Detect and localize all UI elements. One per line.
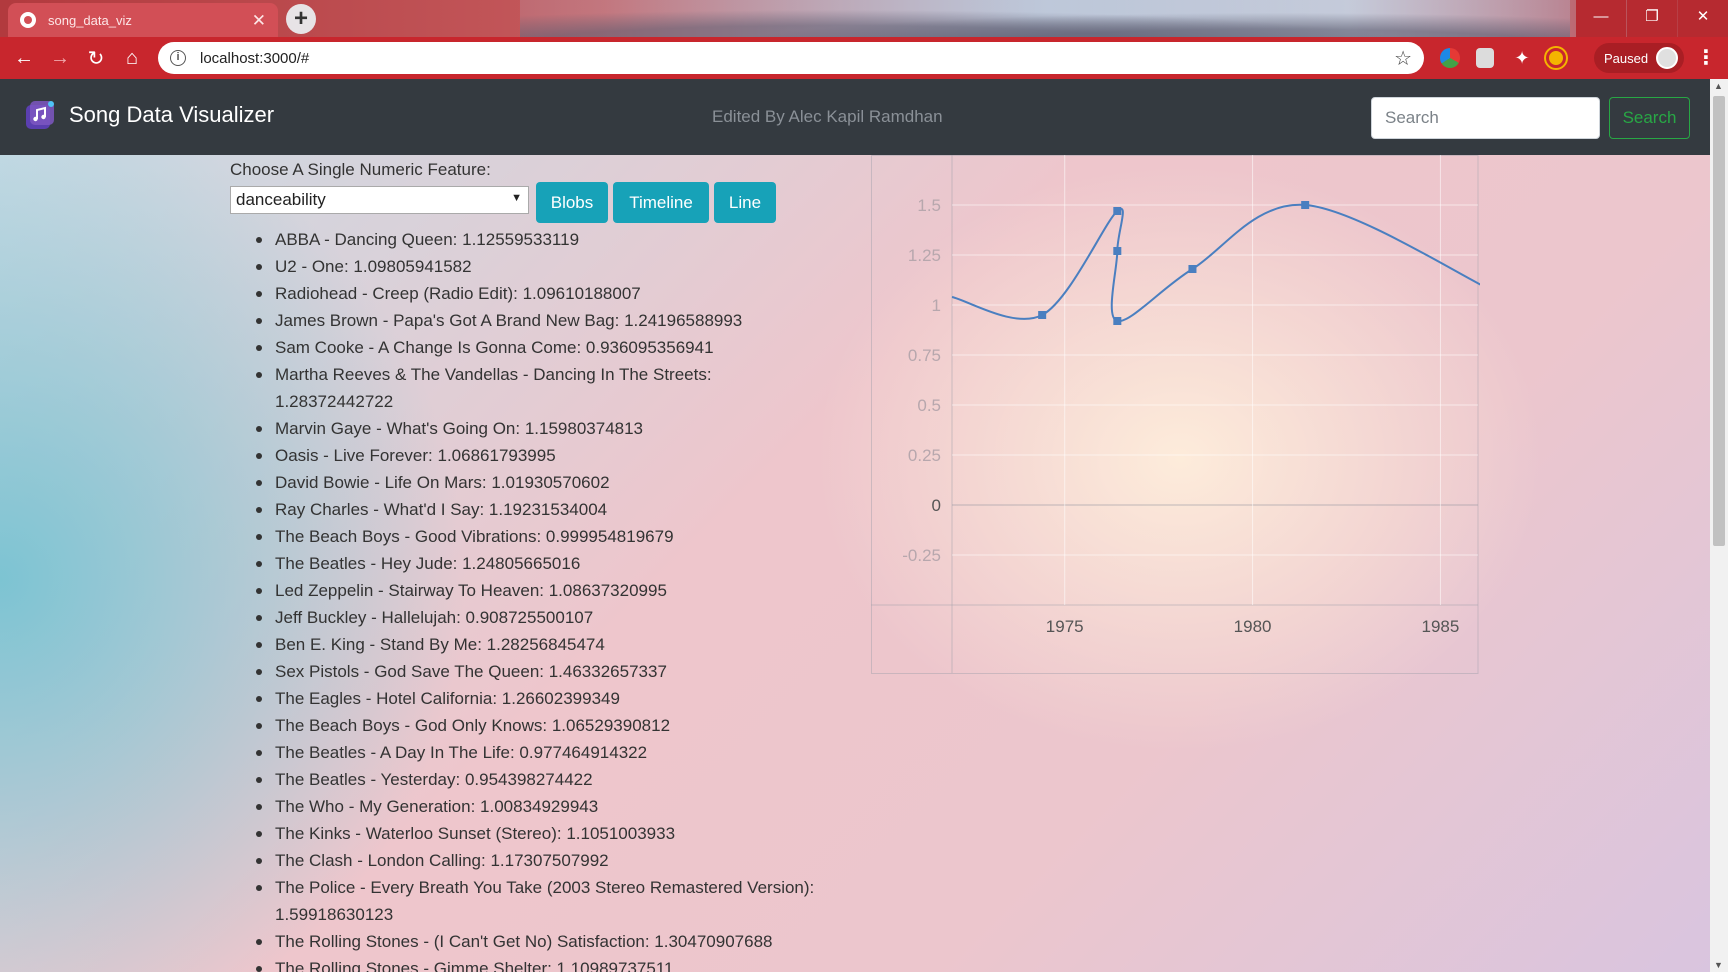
song-list-item: The Eagles - Hotel California: 1.2660239…: [230, 685, 830, 712]
song-list-item: U2 - One: 1.09805941582: [230, 253, 830, 280]
browser-toolbar: ← → ↻ ⌂ i localhost:3000/# ☆ ✦ Paused ⋮: [0, 37, 1728, 79]
new-tab-button[interactable]: +: [286, 4, 316, 34]
series-line: [951, 203, 1494, 323]
profile-button[interactable]: Paused: [1594, 43, 1684, 73]
search-input[interactable]: [1371, 97, 1600, 139]
line-button[interactable]: Line: [714, 182, 776, 223]
author-credit: Edited By Alec Kapil Ramdhan: [712, 107, 943, 126]
tabstrip-background: [520, 0, 1570, 37]
back-arrow-icon[interactable]: ←: [14, 46, 34, 69]
song-list-item: Ben E. King - Stand By Me: 1.28256845474: [230, 631, 830, 658]
x-tick-label: 1980: [1234, 617, 1272, 636]
song-list-item: The Rolling Stones - (I Can't Get No) Sa…: [230, 928, 830, 955]
data-point: [1038, 311, 1047, 319]
scrollbar-thumb[interactable]: [1713, 96, 1725, 546]
tab-title: song_data_viz: [48, 12, 132, 28]
bookmark-star-icon[interactable]: ☆: [1394, 47, 1412, 70]
line-chart: 1.5 1.25 1 0.75 0.5 0.25 0 -0.25 1975 1980 1985: [871, 155, 1494, 675]
song-list-item: Jeff Buckley - Hallelujah: 0.90872550010…: [230, 604, 830, 631]
feature-label: Choose A Single Numeric Feature:: [230, 160, 491, 179]
song-list-item: Marvin Gaye - What's Going On: 1.1598037…: [230, 415, 830, 442]
feature-select-value: danceability: [236, 190, 326, 209]
dropdown-caret-icon: ▼: [511, 192, 522, 204]
feature-select[interactable]: danceability ▼: [230, 186, 529, 214]
y-tick-label: 0.5: [917, 396, 941, 415]
x-tick-label: 1985: [1422, 617, 1460, 636]
song-list-item: David Bowie - Life On Mars: 1.0193057060…: [230, 469, 830, 496]
song-list-item: The Clash - London Calling: 1.1730750799…: [230, 847, 830, 874]
y-tick-label: 1.5: [917, 196, 941, 215]
home-icon[interactable]: ⌂: [125, 46, 139, 69]
song-list-item: Ray Charles - What'd I Say: 1.1923153400…: [230, 496, 830, 523]
song-list-item: The Kinks - Waterloo Sunset (Stereo): 1.…: [230, 820, 830, 847]
scroll-up-icon[interactable]: ▲: [1714, 81, 1723, 91]
y-tick-label: 1.25: [908, 246, 941, 265]
extension-circle-icon[interactable]: [1546, 48, 1566, 68]
timeline-button[interactable]: Timeline: [613, 182, 709, 223]
scroll-down-icon[interactable]: ▼: [1714, 960, 1723, 970]
chart-frame: [871, 155, 1479, 674]
line-chart-svg: 1.5 1.25 1 0.75 0.5 0.25 0 -0.25 1975 1980 1985: [871, 155, 1494, 674]
data-point: [1113, 207, 1122, 215]
window-minimize-button[interactable]: —: [1576, 0, 1626, 37]
y-tick-label: 0: [932, 496, 941, 515]
song-list-item: The Rolling Stones - Gimme Shelter: 1.10…: [230, 955, 830, 972]
browser-tabstrip: song_data_viz ✕ + — ❐ ✕: [0, 0, 1728, 37]
song-list-item: The Beatles - Hey Jude: 1.24805665016: [230, 550, 830, 577]
browser-menu-icon[interactable]: ⋮: [1696, 47, 1716, 69]
song-list-item: The Beatles - Yesterday: 0.954398274422: [230, 766, 830, 793]
site-info-icon[interactable]: i: [170, 50, 186, 66]
window-close-button[interactable]: ✕: [1678, 0, 1728, 37]
extension-pdf-icon[interactable]: ✦: [1514, 48, 1530, 68]
app-navbar: Song Data Visualizer Edited By Alec Kapi…: [0, 79, 1710, 155]
tab-favicon-icon: [20, 12, 36, 28]
address-bar[interactable]: i localhost:3000/# ☆: [158, 42, 1424, 74]
song-list-item: The Who - My Generation: 1.00834929943: [230, 793, 830, 820]
data-point: [1113, 247, 1122, 255]
y-tick-label: 1: [932, 296, 941, 315]
page-scrollbar[interactable]: ▲ ▼: [1710, 79, 1728, 972]
song-list-item: The Beach Boys - God Only Knows: 1.06529…: [230, 712, 830, 739]
avatar: [1656, 47, 1678, 69]
y-tick-label: 0.75: [908, 346, 941, 365]
song-list-item: Martha Reeves & The Vandellas - Dancing …: [230, 361, 830, 415]
address-url[interactable]: localhost:3000/#: [200, 49, 310, 67]
song-list-item: The Beach Boys - Good Vibrations: 0.9999…: [230, 523, 830, 550]
search-button[interactable]: Search: [1609, 97, 1690, 139]
data-point: [1301, 201, 1310, 209]
y-tick-label: -0.25: [902, 546, 941, 565]
song-list-item: The Beatles - A Day In The Life: 0.97746…: [230, 739, 830, 766]
data-point: [1113, 317, 1122, 325]
reload-icon[interactable]: ↻: [87, 47, 105, 70]
data-point: [1188, 265, 1197, 273]
y-tick-label: 0.25: [908, 446, 941, 465]
song-list-item: James Brown - Papa's Got A Brand New Bag…: [230, 307, 830, 334]
song-list-item: Radiohead - Creep (Radio Edit): 1.096101…: [230, 280, 830, 307]
blobs-button[interactable]: Blobs: [536, 182, 608, 223]
forward-arrow-icon[interactable]: →: [50, 46, 70, 69]
song-list-item: Oasis - Live Forever: 1.06861793995: [230, 442, 830, 469]
song-list: ABBA - Dancing Queen: 1.12559533119 U2 - …: [230, 226, 830, 972]
music-app-logo-icon: [26, 101, 54, 129]
song-list-item: ABBA - Dancing Queen: 1.12559533119: [230, 226, 830, 253]
song-list-item: Sam Cooke - A Change Is Gonna Come: 0.93…: [230, 334, 830, 361]
x-tick-label: 1975: [1046, 617, 1084, 636]
profile-status: Paused: [1604, 50, 1649, 66]
app-brand[interactable]: Song Data Visualizer: [69, 102, 275, 127]
song-list-item: The Police - Every Breath You Take (2003…: [230, 874, 830, 928]
tab-close-icon[interactable]: ✕: [251, 10, 266, 30]
page-content: Song Data Visualizer Edited By Alec Kapi…: [0, 79, 1710, 972]
extension-colorwheel-icon[interactable]: [1440, 48, 1460, 68]
song-list-item: Led Zeppelin - Stairway To Heaven: 1.086…: [230, 577, 830, 604]
browser-tab[interactable]: song_data_viz ✕: [8, 3, 278, 37]
extension-database-icon[interactable]: [1476, 48, 1494, 68]
window-maximize-button[interactable]: ❐: [1627, 0, 1677, 37]
song-list-item: Sex Pistols - God Save The Queen: 1.4633…: [230, 658, 830, 685]
